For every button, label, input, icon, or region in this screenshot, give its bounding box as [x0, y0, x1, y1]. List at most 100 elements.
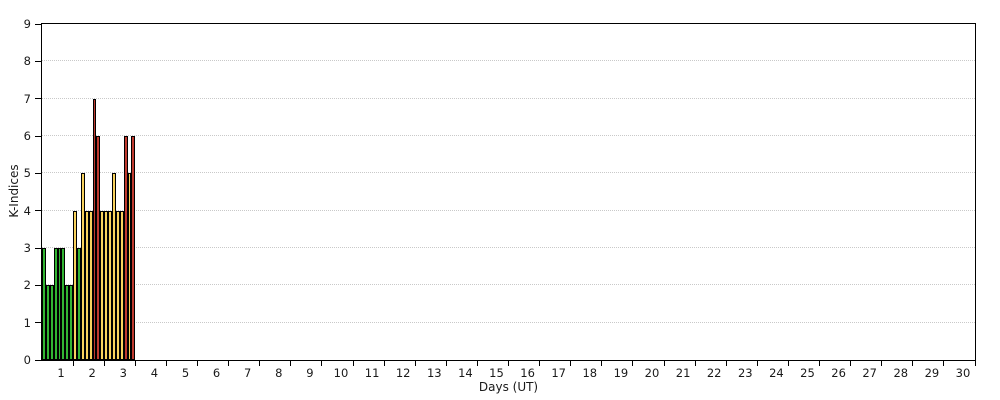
k-bar-day2-period5 [88, 210, 93, 360]
x-tick-label-7: 7 [244, 366, 252, 380]
x-tick-13 [445, 361, 447, 366]
x-tick-15 [508, 361, 509, 366]
x-tick-label-12: 12 [395, 366, 411, 380]
gridline-k8 [42, 60, 975, 62]
x-tick-20 [663, 361, 665, 366]
y-tick-8 [35, 60, 41, 62]
plot-area [41, 23, 976, 361]
k-bar-day1-period4 [53, 248, 58, 360]
k-bar-day2-period7 [96, 136, 101, 360]
y-tick-6 [35, 135, 41, 137]
k-bar-day2-period8 [100, 210, 105, 360]
k-bar-day1-period6 [61, 248, 66, 360]
x-tick-label-17: 17 [551, 366, 566, 380]
x-tick-19 [632, 361, 634, 366]
x-tick-label-2: 2 [88, 366, 96, 380]
x-tick-label-16: 16 [520, 366, 535, 380]
x-tick-17 [570, 361, 572, 366]
y-tick-label-9: 9 [23, 17, 31, 31]
k-bar-day1-period2 [45, 285, 50, 360]
k-bar-day3-period7 [127, 173, 132, 360]
y-tick-3 [35, 247, 41, 249]
x-tick-9 [321, 361, 323, 366]
x-tick-label-28: 28 [893, 366, 909, 380]
x-tick-label-3: 3 [119, 366, 127, 380]
x-tick-label-1: 1 [57, 366, 65, 380]
x-tick-29 [943, 361, 945, 366]
x-tick-8 [290, 361, 292, 366]
gridline-k6 [42, 135, 975, 136]
k-bar-day1-period1 [42, 248, 46, 360]
gridline-k5 [42, 172, 975, 174]
x-tick-label-27: 27 [862, 366, 877, 380]
y-tick-label-8: 8 [23, 54, 31, 69]
k-bar-day3-period5 [119, 210, 124, 360]
x-tick-label-18: 18 [582, 366, 598, 380]
k-bar-day2-period2 [76, 248, 81, 360]
k-bar-day1-period3 [49, 285, 54, 360]
y-tick-label-7: 7 [23, 91, 31, 106]
x-tick-18 [601, 361, 603, 366]
k-bar-day2-period1 [73, 210, 77, 360]
x-tick-label-8: 8 [275, 366, 283, 380]
x-tick-label-15: 15 [489, 366, 504, 380]
x-tick-22 [725, 361, 727, 366]
x-tick-23 [756, 361, 758, 366]
x-tick-10 [352, 361, 354, 366]
k-bar-day3-period4 [115, 210, 120, 360]
x-tick-label-29: 29 [924, 366, 940, 380]
gridline-k3 [42, 247, 975, 248]
y-tick-label-2: 2 [23, 278, 31, 293]
y-tick-7 [35, 98, 41, 100]
x-tick-2 [103, 361, 105, 366]
y-axis-title: K-Indices [7, 164, 21, 218]
x-tick-label-19: 19 [613, 366, 629, 380]
y-tick-label-0: 0 [23, 353, 31, 367]
y-tick-5 [35, 172, 41, 174]
x-tick-label-5: 5 [181, 366, 190, 380]
k-bar-day3-period6 [123, 136, 128, 360]
x-tick-label-24: 24 [769, 366, 784, 380]
x-tick-label-25: 25 [800, 366, 815, 380]
k-bar-day1-period5 [57, 248, 62, 360]
y-tick-label-6: 6 [23, 129, 31, 143]
x-tick-11 [383, 361, 385, 366]
x-tick-14 [476, 361, 478, 366]
x-tick-21 [694, 361, 696, 366]
gridline-k4 [42, 209, 975, 211]
x-tick-6 [228, 361, 230, 366]
y-tick-1 [35, 322, 41, 324]
x-tick-4 [165, 361, 167, 366]
y-tick-9 [35, 23, 41, 25]
y-tick-label-4: 4 [23, 203, 31, 218]
x-tick-label-10: 10 [333, 366, 349, 380]
k-bar-day3-period2 [108, 210, 112, 360]
y-tick-label-1: 1 [23, 315, 31, 330]
x-tick-25 [819, 361, 820, 366]
x-tick-label-20: 20 [644, 366, 660, 380]
x-tick-7 [259, 361, 261, 366]
x-tick-1 [72, 361, 74, 366]
y-tick-label-3: 3 [23, 241, 31, 255]
x-tick-label-23: 23 [737, 366, 753, 380]
k-bar-day2-period4 [84, 210, 89, 360]
y-tick-4 [35, 210, 41, 212]
x-axis-title: Days (UT) [478, 380, 539, 394]
x-tick-label-6: 6 [212, 366, 221, 380]
x-tick-label-26: 26 [831, 366, 846, 380]
k-bar-day1-period8 [69, 285, 74, 360]
k-bar-day2-period3 [80, 173, 85, 360]
x-tick-5 [197, 361, 198, 366]
y-tick-label-5: 5 [23, 166, 31, 181]
x-tick-26 [850, 361, 852, 366]
y-tick-0 [35, 359, 41, 361]
x-tick-label-9: 9 [306, 366, 314, 380]
x-tick-label-11: 11 [364, 366, 380, 380]
x-tick-24 [787, 361, 789, 366]
k-bar-day3-period8 [131, 136, 136, 360]
x-tick-28 [912, 361, 914, 366]
y-tick-2 [35, 284, 41, 286]
gridline-k2 [42, 284, 975, 286]
x-tick-label-22: 22 [706, 366, 722, 380]
